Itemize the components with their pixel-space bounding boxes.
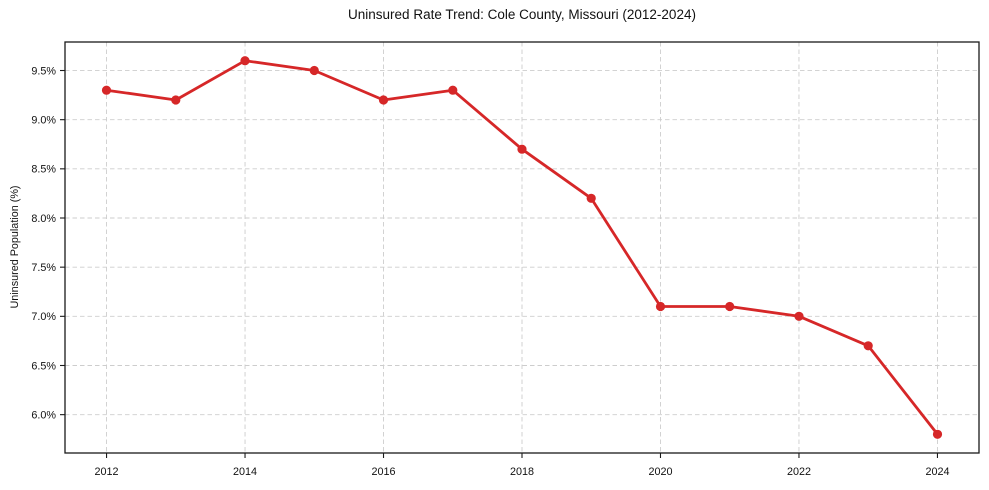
y-tick-label: 8.5% xyxy=(31,164,56,176)
x-tick-label: 2016 xyxy=(371,466,395,478)
x-tick-label: 2018 xyxy=(510,466,534,478)
data-point-marker xyxy=(171,95,181,105)
data-point-marker xyxy=(725,301,735,312)
y-tick-label: 9.5% xyxy=(31,65,56,77)
x-tick-label: 2014 xyxy=(233,466,257,478)
data-point-marker xyxy=(378,95,389,105)
x-tick-label: 2020 xyxy=(648,466,672,478)
y-tick-label: 8.0% xyxy=(31,213,56,225)
data-point-marker xyxy=(655,301,666,312)
chart-title: Uninsured Rate Trend: Cole County, Misso… xyxy=(348,7,696,22)
data-point-marker xyxy=(794,311,804,321)
data-point-marker xyxy=(932,429,943,439)
x-tick-label: 2024 xyxy=(925,466,949,478)
data-point-marker xyxy=(586,193,596,203)
data-point-marker xyxy=(309,65,319,76)
data-point-marker xyxy=(863,341,873,351)
data-point-marker xyxy=(101,85,112,95)
y-tick-label: 6.0% xyxy=(31,409,56,421)
y-tick-label: 7.5% xyxy=(31,262,56,274)
x-tick-label: 2022 xyxy=(787,466,811,478)
y-axis-label: Uninsured Population (%) xyxy=(9,185,21,309)
data-point-marker xyxy=(448,85,458,95)
data-point-marker xyxy=(517,144,527,154)
x-tick-label: 2012 xyxy=(95,466,119,478)
data-point-marker xyxy=(240,56,250,66)
y-tick-label: 7.0% xyxy=(31,311,56,323)
y-tick-label: 6.5% xyxy=(31,360,56,372)
y-tick-label: 9.0% xyxy=(31,114,56,126)
